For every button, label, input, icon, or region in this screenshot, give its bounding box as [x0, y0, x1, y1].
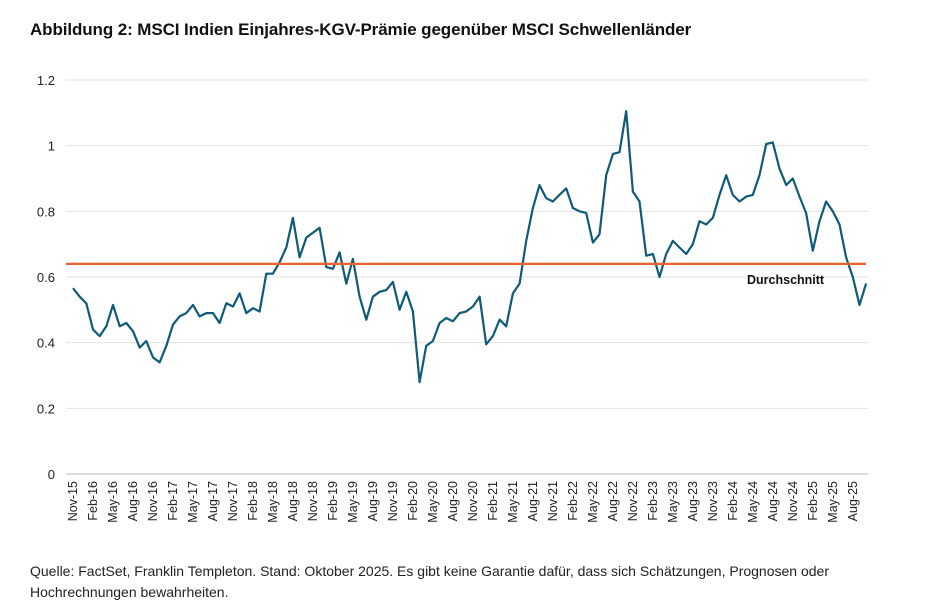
series-line-premium [72, 110, 868, 384]
x-tick-label: Nov-21 [546, 481, 560, 521]
x-tick-label: Aug-17 [206, 481, 220, 521]
x-tick-label: Feb-16 [86, 481, 100, 521]
x-tick-label: May-17 [186, 481, 200, 523]
y-tick-label: 1 [48, 139, 55, 154]
y-tick-label: 0.2 [37, 401, 55, 416]
x-tick-label: May-20 [426, 481, 440, 523]
chart-title: Abbildung 2: MSCI Indien Einjahres-KGV-P… [30, 20, 692, 39]
x-tick-label: Nov-15 [66, 481, 80, 521]
y-axis-ticks: 0 0.2 0.4 0.6 0.8 1 1.2 [37, 73, 55, 482]
data-points [72, 111, 867, 383]
x-tick-label: May-16 [106, 481, 120, 523]
x-tick-label: May-23 [666, 481, 680, 523]
x-tick-label: Nov-19 [386, 481, 400, 521]
x-tick-label: Aug-22 [606, 481, 620, 521]
x-tick-label: May-19 [346, 481, 360, 523]
x-tick-label: Aug-16 [126, 481, 140, 521]
gridlines [66, 79, 868, 409]
x-tick-label: May-25 [826, 481, 840, 523]
x-tick-label: Nov-17 [226, 481, 240, 521]
x-tick-label: May-18 [266, 481, 280, 523]
x-tick-label: Feb-25 [806, 481, 820, 521]
y-tick-label: 0.4 [37, 336, 55, 351]
x-tick-label: Aug-25 [846, 481, 860, 521]
y-tick-label: 1.2 [37, 73, 55, 88]
x-tick-label: Aug-18 [286, 481, 300, 521]
x-tick-label: Feb-20 [406, 481, 420, 521]
y-tick-label: 0.6 [37, 270, 55, 285]
y-tick-label: 0.8 [37, 204, 55, 219]
x-tick-label: Nov-22 [626, 481, 640, 521]
y-tick-label: 0 [48, 467, 55, 482]
x-tick-label: Nov-18 [306, 481, 320, 521]
x-tick-label: Feb-21 [486, 481, 500, 521]
x-tick-label: Aug-21 [526, 481, 540, 521]
x-tick-label: Feb-24 [726, 481, 740, 521]
x-tick-label: Aug-24 [766, 481, 780, 521]
x-tick-label: Feb-19 [326, 481, 340, 521]
x-tick-label: May-22 [586, 481, 600, 523]
x-tick-label: Aug-20 [446, 481, 460, 521]
x-tick-label: Aug-23 [686, 481, 700, 521]
source-note: Quelle: FactSet, Franklin Templeton. Sta… [30, 563, 829, 600]
x-tick-label: Feb-18 [246, 481, 260, 521]
x-tick-label: May-24 [746, 481, 760, 523]
x-tick-label: May-21 [506, 481, 520, 523]
x-tick-label: Nov-20 [466, 481, 480, 521]
x-axis-ticks: Nov-15 Feb-16 May-16 Aug-16 Nov-16 Feb-17 May-… [66, 481, 860, 523]
x-tick-label: Nov-24 [786, 481, 800, 521]
x-tick-label: Feb-22 [566, 481, 580, 521]
x-tick-label: Feb-23 [646, 481, 660, 521]
average-annotation: Durchschnitt [747, 273, 825, 287]
x-tick-label: Nov-16 [146, 481, 160, 521]
x-tick-label: Aug-19 [366, 481, 380, 521]
x-tick-label: Feb-17 [166, 481, 180, 521]
x-tick-label: Nov-23 [706, 481, 720, 521]
